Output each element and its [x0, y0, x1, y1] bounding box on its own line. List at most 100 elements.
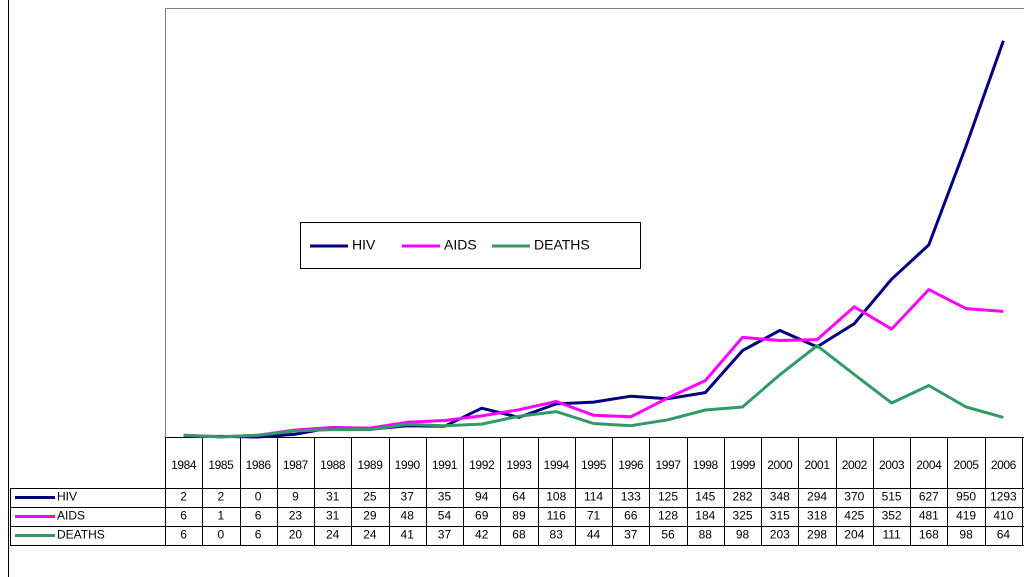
- row-label: AIDS: [57, 509, 85, 523]
- x-tick-label: 1996: [618, 458, 644, 472]
- table-cell: 627: [919, 490, 939, 504]
- series-line: [183, 344, 1004, 439]
- table-cell: 29: [363, 509, 377, 523]
- table-cell: 950: [956, 490, 976, 504]
- table-cell: 108: [546, 490, 566, 504]
- table-cell: 184: [695, 509, 715, 523]
- legend-label: DEATHS: [534, 237, 590, 253]
- table-cell: 0: [218, 528, 225, 542]
- table-cell: 425: [844, 509, 864, 523]
- row-label: DEATHS: [57, 528, 105, 542]
- table-cell: 41: [401, 528, 415, 542]
- table-cell: 94: [475, 490, 489, 504]
- table-cell: 318: [807, 509, 827, 523]
- table-cell: 6: [180, 509, 187, 523]
- table-cell: 315: [770, 509, 790, 523]
- table-cell: 37: [401, 490, 415, 504]
- x-tick-label: 1997: [655, 458, 681, 472]
- table-cell: 0: [255, 490, 262, 504]
- x-tick-label: 1992: [469, 458, 495, 472]
- table-cell: 66: [624, 509, 638, 523]
- table-cell: 6: [255, 509, 262, 523]
- table-cell: 410: [993, 509, 1013, 523]
- table-cell: 64: [997, 528, 1011, 542]
- table-cell: 20: [289, 528, 303, 542]
- table-cell: 282: [733, 490, 753, 504]
- table-cell: 2: [218, 490, 225, 504]
- table-cell: 203: [770, 528, 790, 542]
- table-cell: 348: [770, 490, 790, 504]
- row-label: HIV: [57, 490, 77, 504]
- table-cell: 6: [180, 528, 187, 542]
- table-cell: 24: [326, 528, 340, 542]
- table-cell: 48: [401, 509, 415, 523]
- x-tick-label: 1989: [357, 458, 383, 472]
- table-cell: 42: [475, 528, 489, 542]
- table-cell: 31: [326, 490, 340, 504]
- series-line: [183, 288, 1004, 439]
- legend-label: HIV: [352, 237, 376, 253]
- table-cell: 114: [584, 490, 603, 504]
- table-cell: 481: [919, 509, 939, 523]
- table-cell: 168: [919, 528, 939, 542]
- x-tick-label: 1999: [730, 458, 756, 472]
- table-cell: 204: [844, 528, 864, 542]
- x-tick-label: 2006: [991, 458, 1017, 472]
- table-cell: 2: [180, 490, 187, 504]
- table-cell: 69: [475, 509, 489, 523]
- table-cell: 68: [512, 528, 526, 542]
- x-tick-label: 2002: [842, 458, 868, 472]
- table-cell: 1293: [990, 490, 1017, 504]
- table-cell: 83: [550, 528, 564, 542]
- table-cell: 298: [807, 528, 827, 542]
- x-tick-label: 1994: [544, 458, 570, 472]
- table-cell: 24: [363, 528, 377, 542]
- table-cell: 31: [326, 509, 340, 523]
- table-cell: 419: [956, 509, 976, 523]
- x-tick-label: 2005: [954, 458, 980, 472]
- x-tick-label: 2003: [879, 458, 905, 472]
- table-cell: 125: [658, 490, 678, 504]
- x-tick-label: 2000: [767, 458, 793, 472]
- table-cell: 6: [255, 528, 262, 542]
- table-cell: 89: [512, 509, 526, 523]
- table-cell: 56: [661, 528, 675, 542]
- x-tick-label: 2001: [805, 458, 831, 472]
- x-tick-label: 1998: [693, 458, 719, 472]
- table-cell: 116: [547, 509, 566, 523]
- table-cell: 145: [695, 490, 715, 504]
- table-cell: 325: [733, 509, 753, 523]
- x-tick-label: 1985: [208, 458, 234, 472]
- table-cell: 111: [882, 528, 901, 542]
- x-tick-label: 1986: [246, 458, 272, 472]
- x-tick-label: 1984: [171, 458, 197, 472]
- table-cell: 54: [438, 509, 452, 523]
- x-tick-label: 1993: [506, 458, 532, 472]
- table-cell: 370: [844, 490, 864, 504]
- x-tick-label: 1990: [395, 458, 421, 472]
- x-tick-label: 1995: [581, 458, 607, 472]
- table-cell: 44: [587, 528, 601, 542]
- table-cell: 37: [624, 528, 638, 542]
- table-cell: 37: [438, 528, 452, 542]
- table-cell: 294: [807, 490, 827, 504]
- table-cell: 35: [438, 490, 452, 504]
- x-tick-label: 1988: [320, 458, 346, 472]
- table-cell: 515: [882, 490, 902, 504]
- legend-label: AIDS: [444, 237, 477, 253]
- legend-items: HIV AIDS DEATHS: [310, 237, 590, 253]
- table-cell: 133: [621, 490, 641, 504]
- legend: [300, 222, 641, 269]
- table-cell: 98: [959, 528, 973, 542]
- table-cell: 25: [363, 490, 377, 504]
- table-cell: 98: [736, 528, 750, 542]
- table-cell: 88: [699, 528, 713, 542]
- x-tick-label: 2004: [916, 458, 942, 472]
- table-cell: 23: [289, 509, 303, 523]
- x-tick-label: 1991: [432, 458, 458, 472]
- table-cell: 9: [292, 490, 299, 504]
- table-cell: 128: [658, 509, 678, 523]
- table-cell: 352: [882, 509, 902, 523]
